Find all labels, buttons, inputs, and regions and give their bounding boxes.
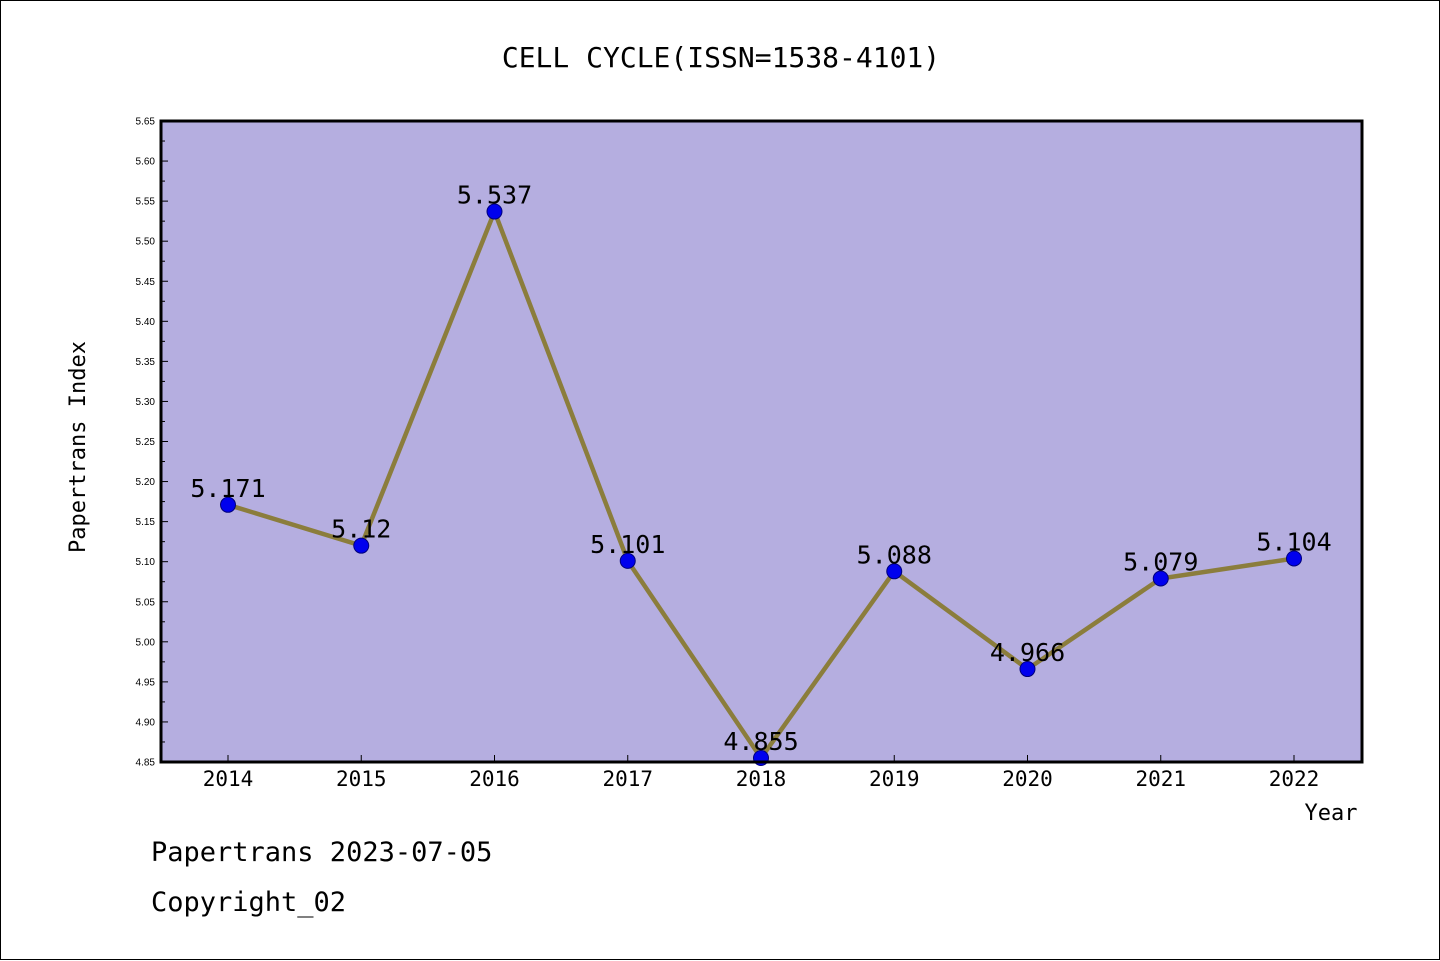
y-tick-label: 5.15	[136, 517, 156, 528]
y-tick-label: 4.90	[136, 717, 156, 728]
y-tick-label: 5.05	[136, 597, 156, 608]
x-tick-label: 2020	[1002, 767, 1053, 791]
y-axis-label: Papertrans Index	[66, 341, 91, 553]
y-tick-label: 5.00	[136, 637, 156, 648]
data-label: 5.101	[590, 530, 665, 559]
x-tick-label: 2015	[336, 767, 387, 791]
y-tick-label: 5.35	[136, 357, 156, 368]
y-tick-label: 5.60	[136, 157, 156, 168]
data-point	[886, 563, 903, 580]
data-point	[1152, 570, 1169, 587]
y-tick-label: 5.40	[136, 317, 156, 328]
x-tick-label: 2022	[1269, 767, 1320, 791]
data-label: 5.12	[331, 515, 391, 544]
x-tick-label: 2016	[469, 767, 520, 791]
data-label: 5.171	[190, 474, 265, 503]
x-tick-label: 2014	[203, 767, 254, 791]
y-tick-label: 5.10	[136, 557, 156, 568]
footer-date: Papertrans 2023-07-05	[151, 837, 493, 868]
y-tick-label: 5.25	[136, 437, 156, 448]
plot-area	[161, 121, 1362, 762]
data-point	[486, 203, 503, 220]
data-label: 5.537	[457, 181, 532, 210]
y-tick-label: 4.95	[136, 677, 156, 688]
y-tick-label: 5.55	[136, 197, 156, 208]
chart-title: CELL CYCLE(ISSN=1538-4101)	[502, 41, 940, 74]
x-axis-label: Year	[1305, 801, 1358, 826]
y-tick-label: 4.85	[136, 758, 156, 769]
y-axis-ticks: 4.85 4.90 4.95 5.00 5.05 5.10 5.15 5.20 5.25 5.30…	[136, 117, 168, 769]
data-label: 4.966	[990, 638, 1065, 667]
x-axis-ticks: 2014 2015 2016 2017 2018 2019 2020 2021 2022	[203, 755, 1320, 791]
data-point	[619, 552, 636, 569]
data-labels: 5.171 5.12 5.537 5.101 4.855 5.088 4.966 5.079 5…	[190, 181, 1331, 756]
y-tick-label: 5.65	[136, 117, 156, 128]
data-point	[1286, 550, 1302, 567]
plot-frame	[159, 119, 1364, 764]
x-tick-label: 2018	[736, 767, 787, 791]
y-tick-label: 5.30	[136, 397, 156, 408]
y-tick-label: 5.20	[136, 477, 156, 488]
footer-copyright: Copyright_02	[151, 887, 347, 918]
data-point	[220, 496, 236, 513]
data-label: 4.855	[723, 727, 798, 756]
data-point	[353, 537, 370, 554]
y-tick-label: 5.45	[136, 277, 156, 288]
y-tick-label: 5.50	[136, 237, 156, 248]
x-tick-label: 2019	[869, 767, 920, 791]
data-label: 5.079	[1123, 548, 1198, 577]
data-label: 5.088	[857, 540, 932, 569]
data-point	[1019, 661, 1036, 678]
x-tick-label: 2017	[602, 767, 653, 791]
x-tick-label: 2021	[1135, 767, 1186, 791]
data-label: 5.104	[1256, 527, 1331, 556]
